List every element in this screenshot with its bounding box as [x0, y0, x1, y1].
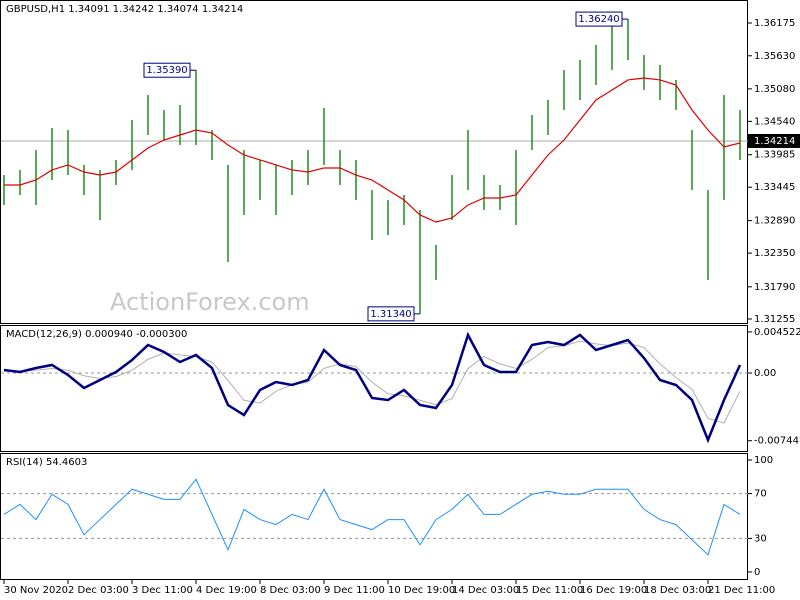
- x-tick-label: 16 Dec 19:00: [580, 585, 647, 596]
- y-tick-label: 1.31790: [754, 282, 795, 293]
- y-tick-label: 1.35080: [754, 84, 795, 95]
- y-tick-label: 1.36175: [754, 18, 795, 29]
- y-tick-label: 0: [754, 567, 760, 578]
- x-tick-label: 10 Dec 19:00: [388, 585, 455, 596]
- line: [3, 331, 742, 444]
- x-tick-label: 8 Dec 03:00: [260, 585, 321, 596]
- x-tick-label: 18 Dec 03:00: [644, 585, 711, 596]
- macd-title: MACD(12,26,9) 0.000940 -0.000300: [6, 329, 187, 340]
- line: [4, 77, 741, 223]
- annotation-box: [143, 62, 191, 78]
- current-price-label: 1.34214: [754, 136, 795, 147]
- y-tick-label: 70: [754, 489, 767, 500]
- y-tick-label: -0.007447: [754, 436, 800, 447]
- y-tick-label: 1.34540: [754, 116, 795, 127]
- x-tick-label: 21 Dec 11:00: [708, 585, 775, 596]
- rsi-panel-frame: [0, 453, 748, 580]
- y-tick-label: 0.004522: [754, 327, 800, 338]
- x-tick-label: 4 Dec 19:00: [196, 585, 257, 596]
- y-tick-label: 1.31255: [754, 314, 795, 325]
- x-tick-label: 3 Dec 11:00: [132, 585, 193, 596]
- annotation-label: 1.35390: [146, 65, 187, 76]
- current-price-box: [748, 133, 800, 148]
- x-tick-label: 30 Nov 2020: [4, 585, 68, 596]
- annotation-label: 1.31340: [370, 309, 411, 320]
- x-tick-label: 15 Dec 11:00: [516, 585, 583, 596]
- y-tick-label: 100: [754, 455, 773, 466]
- rsi-title: RSI(14) 54.4603: [6, 457, 87, 468]
- x-tick-label: 2 Dec 03:00: [68, 585, 129, 596]
- price-panel-frame: [0, 0, 748, 324]
- annotation-box: [367, 306, 415, 322]
- line: [3, 478, 741, 556]
- y-tick-label: 1.32890: [754, 216, 795, 227]
- x-tick-label: 9 Dec 11:00: [324, 585, 385, 596]
- watermark: ActionForex.com: [110, 288, 310, 316]
- y-tick-label: 1.35630: [754, 51, 795, 62]
- y-tick-label: 1.32350: [754, 248, 795, 259]
- line: [4, 340, 741, 424]
- annotation-label: 1.36240: [578, 14, 619, 25]
- annotation-box: [575, 11, 623, 27]
- y-tick-label: 1.33985: [754, 150, 795, 161]
- y-tick-label: 30: [754, 533, 767, 544]
- y-tick-label: 0.00: [754, 368, 776, 379]
- price-title: GBPUSD,H1 1.34091 1.34242 1.34074 1.3421…: [6, 4, 243, 15]
- y-tick-label: 1.33445: [754, 182, 795, 193]
- x-tick-label: 14 Dec 03:00: [452, 585, 519, 596]
- macd-panel-frame: [0, 325, 748, 452]
